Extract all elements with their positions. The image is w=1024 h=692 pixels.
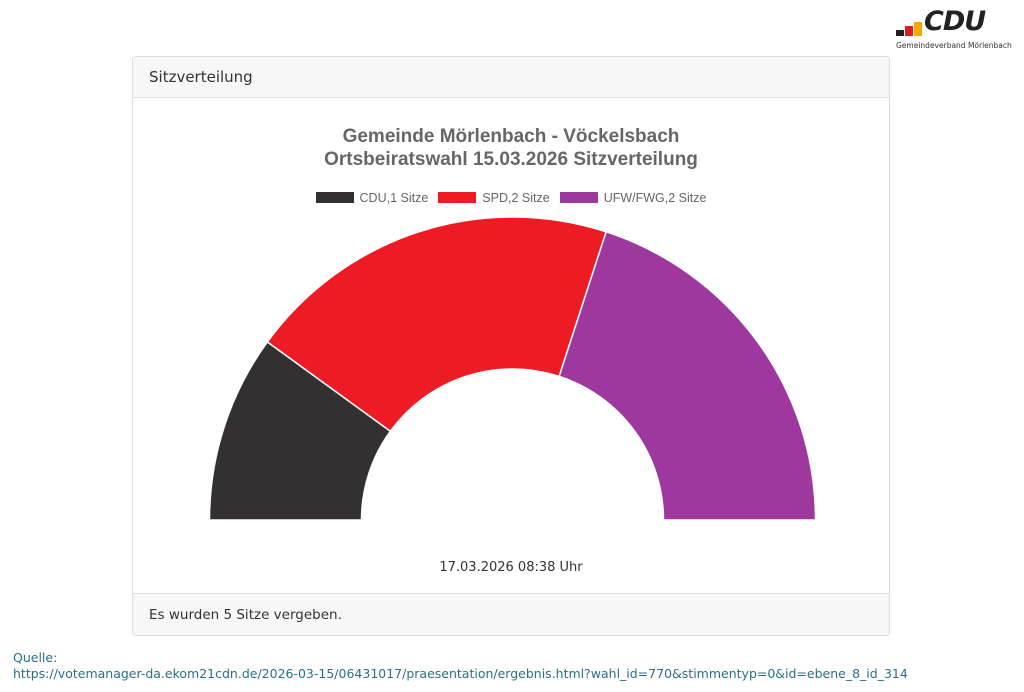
chart-segment-spd[interactable] bbox=[266, 216, 608, 433]
seat-chart bbox=[208, 216, 817, 521]
chart-segment-ufw-fwg[interactable] bbox=[558, 230, 817, 521]
chart-title: Gemeinde Mörlenbach - Vöckelsbach Ortsbe… bbox=[133, 125, 889, 171]
chart-legend: CDU,1 Sitze SPD,2 Sitze UFW/FWG,2 Sitze bbox=[133, 191, 889, 205]
card-footer: Es wurden 5 Sitze vergeben. bbox=[133, 593, 889, 635]
legend-label: CDU,1 Sitze bbox=[359, 191, 429, 205]
cdu-logo: CDU Gemeindeverband Mörlenbach bbox=[894, 6, 1018, 54]
chart-title-line2: Ortsbeiratswahl 15.03.2026 Sitzverteilun… bbox=[324, 149, 698, 170]
timestamp: 17.03.2026 08:38 Uhr bbox=[439, 560, 583, 575]
legend-swatch bbox=[438, 192, 477, 203]
logo-text: CDU bbox=[924, 6, 986, 37]
legend-label: SPD,2 Sitze bbox=[482, 191, 550, 205]
source: Quelle: https://votemanager-da.ekom21cdn… bbox=[13, 650, 908, 682]
legend-swatch bbox=[559, 192, 598, 203]
card-header: Sitzverteilung bbox=[133, 57, 889, 98]
chart-title-line1: Gemeinde Mörlenbach - Vöckelsbach bbox=[342, 126, 680, 147]
logo-subtitle: Gemeindeverband Mörlenbach bbox=[896, 41, 1012, 50]
legend-item[interactable]: UFW/FWG,2 Sitze bbox=[559, 191, 707, 205]
seat-distribution-card: Sitzverteilung Gemeinde Mörlenbach - Vöc… bbox=[132, 56, 890, 636]
legend-swatch bbox=[315, 192, 354, 203]
logo-bars-icon bbox=[896, 22, 926, 36]
source-link[interactable]: https://votemanager-da.ekom21cdn.de/2026… bbox=[13, 666, 908, 681]
legend-label: UFW/FWG,2 Sitze bbox=[603, 191, 707, 205]
legend-item[interactable]: SPD,2 Sitze bbox=[438, 191, 550, 205]
legend-item[interactable]: CDU,1 Sitze bbox=[315, 191, 429, 205]
source-label: Quelle: bbox=[13, 650, 58, 665]
